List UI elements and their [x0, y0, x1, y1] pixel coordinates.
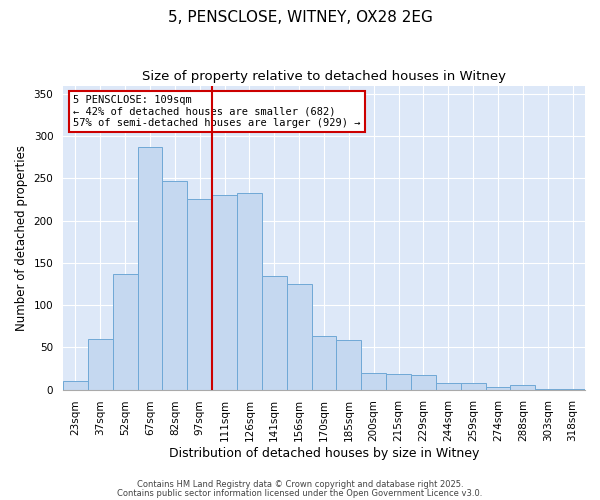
Bar	[511, 384, 535, 390]
Bar	[113, 274, 137, 390]
Bar	[461, 383, 485, 390]
X-axis label: Distribution of detached houses by size in Witney: Distribution of detached houses by size …	[169, 447, 479, 460]
Bar	[411, 375, 436, 390]
Bar	[311, 336, 337, 390]
Bar	[560, 389, 585, 390]
Bar	[535, 389, 560, 390]
Bar	[361, 372, 386, 390]
Bar	[436, 383, 461, 390]
Title: Size of property relative to detached houses in Witney: Size of property relative to detached ho…	[142, 70, 506, 83]
Bar	[163, 181, 187, 390]
Bar	[187, 198, 212, 390]
Text: Contains public sector information licensed under the Open Government Licence v3: Contains public sector information licen…	[118, 489, 482, 498]
Y-axis label: Number of detached properties: Number of detached properties	[15, 144, 28, 330]
Bar	[137, 147, 163, 390]
Text: 5 PENSCLOSE: 109sqm
← 42% of detached houses are smaller (682)
57% of semi-detac: 5 PENSCLOSE: 109sqm ← 42% of detached ho…	[73, 94, 361, 128]
Bar	[485, 387, 511, 390]
Bar	[63, 381, 88, 390]
Bar	[88, 339, 113, 390]
Text: 5, PENSCLOSE, WITNEY, OX28 2EG: 5, PENSCLOSE, WITNEY, OX28 2EG	[167, 10, 433, 25]
Bar	[386, 374, 411, 390]
Bar	[287, 284, 311, 390]
Text: Contains HM Land Registry data © Crown copyright and database right 2025.: Contains HM Land Registry data © Crown c…	[137, 480, 463, 489]
Bar	[212, 196, 237, 390]
Bar	[337, 340, 361, 390]
Bar	[237, 193, 262, 390]
Bar	[262, 276, 287, 390]
